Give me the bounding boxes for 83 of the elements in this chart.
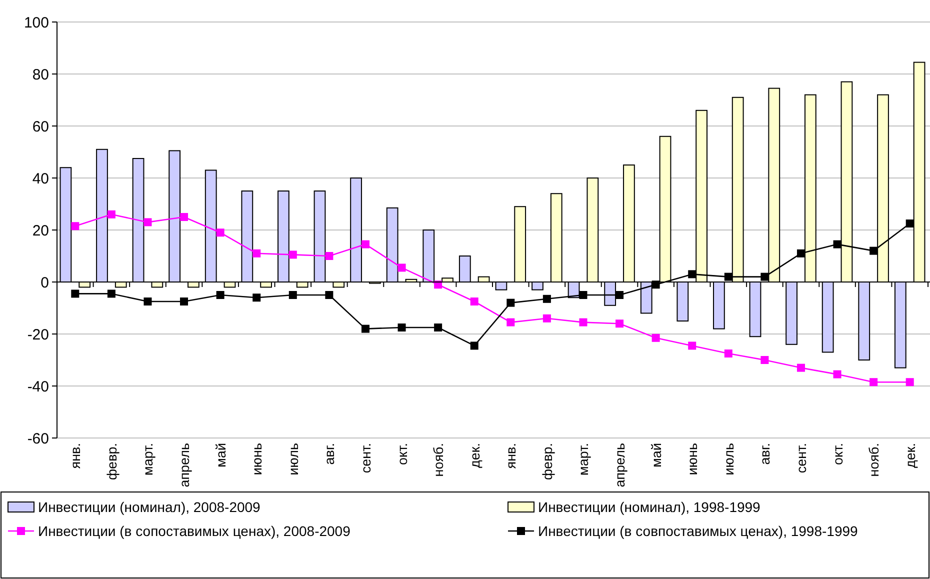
y-tick-label: 100	[24, 14, 49, 32]
x-tick-label: сент.	[794, 443, 809, 474]
point	[796, 364, 805, 372]
point	[870, 246, 878, 255]
point	[833, 370, 842, 378]
point	[107, 290, 116, 298]
point	[579, 291, 588, 299]
point	[760, 272, 769, 281]
point	[325, 252, 334, 260]
point	[71, 290, 80, 298]
point	[216, 291, 224, 299]
point	[180, 298, 188, 306]
legend-label: Инвестиции (номинал), 2008-2009	[38, 498, 261, 515]
y-tick-label: 60	[32, 118, 49, 136]
point	[180, 213, 188, 221]
x-tick-label: июнь	[250, 443, 265, 476]
point	[796, 249, 805, 258]
x-tick-label: янв.	[504, 443, 519, 469]
x-tick-label: сент.	[358, 443, 374, 474]
y-tick-label: 80	[32, 66, 49, 84]
x-tick-label: апрель	[612, 443, 628, 488]
point	[398, 264, 406, 272]
x-tick-label: дек.	[467, 443, 482, 468]
point	[724, 350, 732, 358]
y-tick-label: 0	[40, 274, 49, 292]
point	[616, 291, 624, 299]
point	[616, 320, 624, 328]
x-tick-label: май	[213, 443, 228, 468]
point	[470, 342, 478, 350]
point	[252, 249, 261, 258]
x-tick-label: февр.	[540, 443, 555, 480]
point	[107, 210, 116, 218]
point	[870, 378, 878, 386]
x-tick-label: июнь	[685, 443, 700, 476]
x-tick-label: март.	[140, 443, 156, 476]
point	[542, 294, 551, 303]
x-tick-label: май	[648, 443, 664, 468]
point	[724, 272, 732, 281]
x-tick-label: авг.	[322, 443, 338, 465]
x-tick-label: окт.	[394, 443, 410, 466]
x-tick-label: дек.	[902, 443, 918, 468]
point	[398, 324, 406, 332]
y-tick-label: -20	[27, 326, 49, 344]
point	[760, 356, 769, 364]
point	[506, 298, 515, 307]
y-tick-label: 40	[32, 170, 49, 188]
point	[288, 291, 297, 299]
legend-label: Инвестиции (в совпоставимых ценах), 1998-1999	[538, 522, 858, 539]
point	[688, 270, 696, 278]
point	[288, 250, 297, 259]
legend-label: Инвестиции (в сопоставимых ценах), 2008-2009	[38, 522, 351, 539]
x-tick-label: янв.	[68, 443, 84, 469]
point	[542, 314, 551, 322]
point	[361, 240, 370, 248]
legend-label: Инвестиции (номинал), 1998-1999	[538, 498, 761, 515]
x-tick-label: авг.	[758, 443, 773, 465]
y-tick-label: -60	[27, 430, 49, 448]
point	[688, 342, 696, 350]
y-tick-label: 20	[32, 222, 49, 240]
x-tick-label: нояб.	[866, 443, 882, 477]
point	[833, 240, 842, 248]
x-tick-label: апрель	[177, 443, 192, 488]
point	[216, 228, 224, 237]
point	[906, 378, 914, 386]
x-tick-label: июль	[286, 443, 301, 476]
x-tick-label: февр.	[104, 443, 120, 480]
point	[906, 220, 914, 228]
x-tick-label: июль	[721, 443, 736, 476]
point	[144, 298, 152, 306]
x-tick-label: окт.	[830, 443, 846, 466]
point	[252, 294, 261, 302]
point	[579, 318, 588, 326]
point	[361, 324, 370, 333]
point	[71, 222, 80, 230]
point	[506, 318, 515, 326]
point	[434, 324, 442, 332]
x-tick-label: нояб.	[431, 443, 446, 477]
x-tick-label: март.	[576, 443, 592, 476]
point	[144, 218, 152, 226]
point	[325, 291, 334, 299]
point	[652, 334, 660, 342]
point	[470, 298, 478, 306]
y-tick-label: -40	[27, 378, 49, 396]
